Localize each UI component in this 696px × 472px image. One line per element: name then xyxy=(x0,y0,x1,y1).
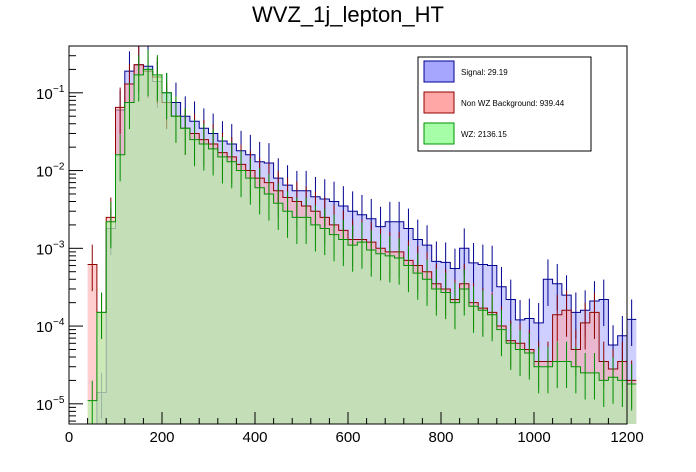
y-tick-exponent: −2 xyxy=(53,162,65,173)
bar-wz xyxy=(96,312,107,424)
bar-wz xyxy=(450,302,460,424)
bar-wz xyxy=(375,253,386,424)
bar-wz xyxy=(561,361,572,424)
x-tick-label: 1200 xyxy=(610,429,643,446)
bar-wz xyxy=(394,258,404,424)
bar-wz xyxy=(348,245,358,424)
bar-wz xyxy=(320,228,330,424)
legend-label-non-wz-background: Non WZ Background: 939.44 xyxy=(461,99,565,108)
bar-wz xyxy=(227,161,237,424)
y-tick-label: 10 xyxy=(36,164,53,181)
x-tick-label: 200 xyxy=(149,429,174,446)
bar-wz xyxy=(543,366,553,424)
bar-wz xyxy=(459,288,469,424)
bar-wz xyxy=(134,74,144,424)
bar-wz xyxy=(292,217,302,424)
bar-wz xyxy=(208,148,218,424)
bar-wz xyxy=(487,314,497,424)
bar-wz xyxy=(310,224,321,424)
y-axis: 10−510−410−310−210−1 xyxy=(36,45,83,422)
bar-wz xyxy=(199,143,209,424)
bar-wz xyxy=(478,310,488,424)
y-tick-label: 10 xyxy=(36,319,53,336)
legend-label-signal: Signal: 29.19 xyxy=(461,68,508,77)
bar-wz xyxy=(162,92,172,424)
bar-wz xyxy=(273,203,283,424)
x-tick-label: 0 xyxy=(65,429,73,446)
bar-wz xyxy=(236,170,246,424)
x-tick-label: 1000 xyxy=(517,429,550,446)
bar-wz xyxy=(106,221,116,424)
series-wz xyxy=(87,49,637,425)
x-tick-label: 600 xyxy=(335,429,360,446)
bar-non-wz-background xyxy=(87,264,97,424)
bar-wz xyxy=(180,128,190,424)
y-tick-exponent: −5 xyxy=(53,395,65,406)
bar-wz xyxy=(441,292,451,424)
bar-wz xyxy=(385,255,395,424)
legend: Signal: 29.19 Non WZ Background: 939.44 … xyxy=(417,56,592,152)
legend-swatch-non-wz-background xyxy=(423,91,455,114)
bar-wz xyxy=(496,329,507,424)
bar-wz xyxy=(124,102,135,425)
bar-wz xyxy=(143,69,153,424)
bar-wz xyxy=(255,187,265,424)
x-axis: 0 200 400 600 800 1000 1200 xyxy=(65,412,644,446)
bar-wz xyxy=(171,116,181,424)
y-tick-exponent: −3 xyxy=(53,239,65,250)
bar-wz xyxy=(571,366,581,424)
legend-swatch-signal xyxy=(423,60,455,83)
x-tick-label: 800 xyxy=(428,429,453,446)
bar-wz xyxy=(422,279,432,424)
legend-label-wz: WZ: 2136.15 xyxy=(461,130,507,139)
y-tick-exponent: −1 xyxy=(53,84,65,95)
bar-wz xyxy=(366,250,376,424)
bar-wz xyxy=(506,343,516,424)
bar-wz xyxy=(282,211,293,424)
bar-wz xyxy=(431,288,441,424)
outline-wz xyxy=(87,68,637,402)
bar-wz xyxy=(115,154,125,424)
bar-wz xyxy=(329,234,339,424)
bar-wz xyxy=(357,242,367,424)
y-tick-label: 10 xyxy=(36,86,53,103)
bar-wz xyxy=(245,178,255,424)
bar-wz xyxy=(301,217,311,424)
bar-wz xyxy=(403,265,414,424)
bar-wz xyxy=(552,361,562,424)
bar-wz xyxy=(534,366,544,424)
bar-wz xyxy=(217,156,228,424)
bar-wz xyxy=(524,353,534,424)
bar-wz xyxy=(515,349,525,424)
bar-wz xyxy=(468,306,479,424)
bar-wz xyxy=(189,139,200,424)
y-tick-label: 10 xyxy=(36,397,53,414)
chart-title: WVZ_1j_lepton_HT xyxy=(252,2,444,27)
bar-wz xyxy=(152,74,162,424)
bar-wz xyxy=(338,239,348,424)
bar-wz xyxy=(264,193,274,424)
x-tick-label: 400 xyxy=(242,429,267,446)
y-tick-label: 10 xyxy=(36,241,53,258)
bar-wz xyxy=(413,273,423,424)
y-tick-exponent: −4 xyxy=(53,317,65,328)
legend-swatch-wz xyxy=(423,122,455,145)
